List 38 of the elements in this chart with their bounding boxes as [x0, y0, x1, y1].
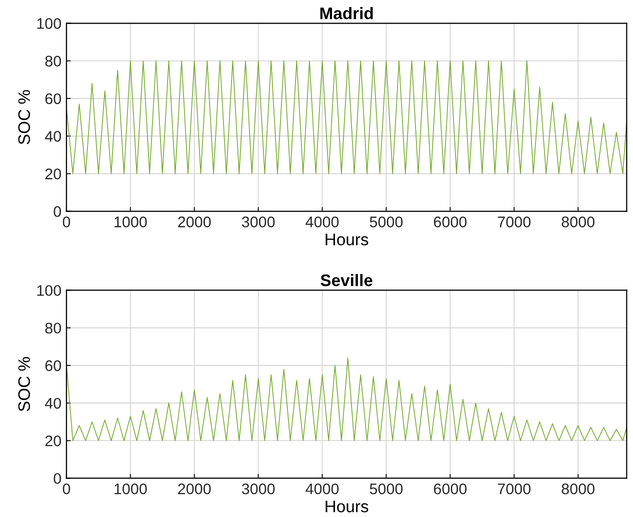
chart-title: Madrid [320, 7, 373, 20]
y-tick-label: 80 [45, 322, 62, 334]
x-tick-label: 2000 [178, 216, 211, 228]
y-tick-label: 40 [44, 130, 62, 142]
y-tick-label: 100 [37, 18, 62, 29]
x-tick-label: 6000 [434, 216, 467, 228]
y-tick-label: 60 [45, 93, 62, 104]
y-tick-label: 40 [44, 398, 62, 409]
x-tick-label: 3000 [242, 483, 275, 494]
y-axis-title: SOC % [18, 357, 30, 412]
x-tick-label: 3000 [242, 216, 275, 228]
x-tick-label: 4000 [306, 216, 339, 228]
y-tick-label: 20 [45, 435, 62, 446]
x-tick-label: 8000 [562, 216, 594, 228]
y-tick-label: 20 [45, 168, 62, 180]
x-tick-label: 0 [62, 483, 70, 494]
chart-title: Seville [320, 274, 372, 286]
y-tick-label: 0 [54, 473, 62, 484]
x-axis-title: Hours [326, 500, 368, 512]
line-series [66, 357, 627, 442]
y-tick-label: 0 [54, 206, 62, 217]
x-axis-title: Hours [326, 234, 368, 246]
line-series [66, 60, 627, 174]
y-tick-label: 80 [45, 56, 62, 67]
x-tick-label: 0 [62, 216, 70, 228]
x-tick-label: 6000 [434, 483, 467, 494]
y-axis-title: SOC % [18, 90, 30, 144]
x-tick-label: 4000 [306, 483, 339, 494]
x-tick-label: 8000 [562, 483, 594, 494]
x-tick-label: 5000 [370, 216, 403, 228]
x-tick-label: 2000 [178, 483, 211, 494]
y-tick-label: 100 [37, 285, 62, 296]
x-tick-label: 1000 [114, 483, 147, 494]
x-tick-label: 7000 [498, 483, 531, 494]
y-tick-label: 60 [45, 360, 62, 372]
x-tick-label: 1000 [114, 216, 147, 228]
x-tick-label: 5000 [370, 483, 403, 494]
x-tick-label: 7000 [498, 216, 531, 228]
